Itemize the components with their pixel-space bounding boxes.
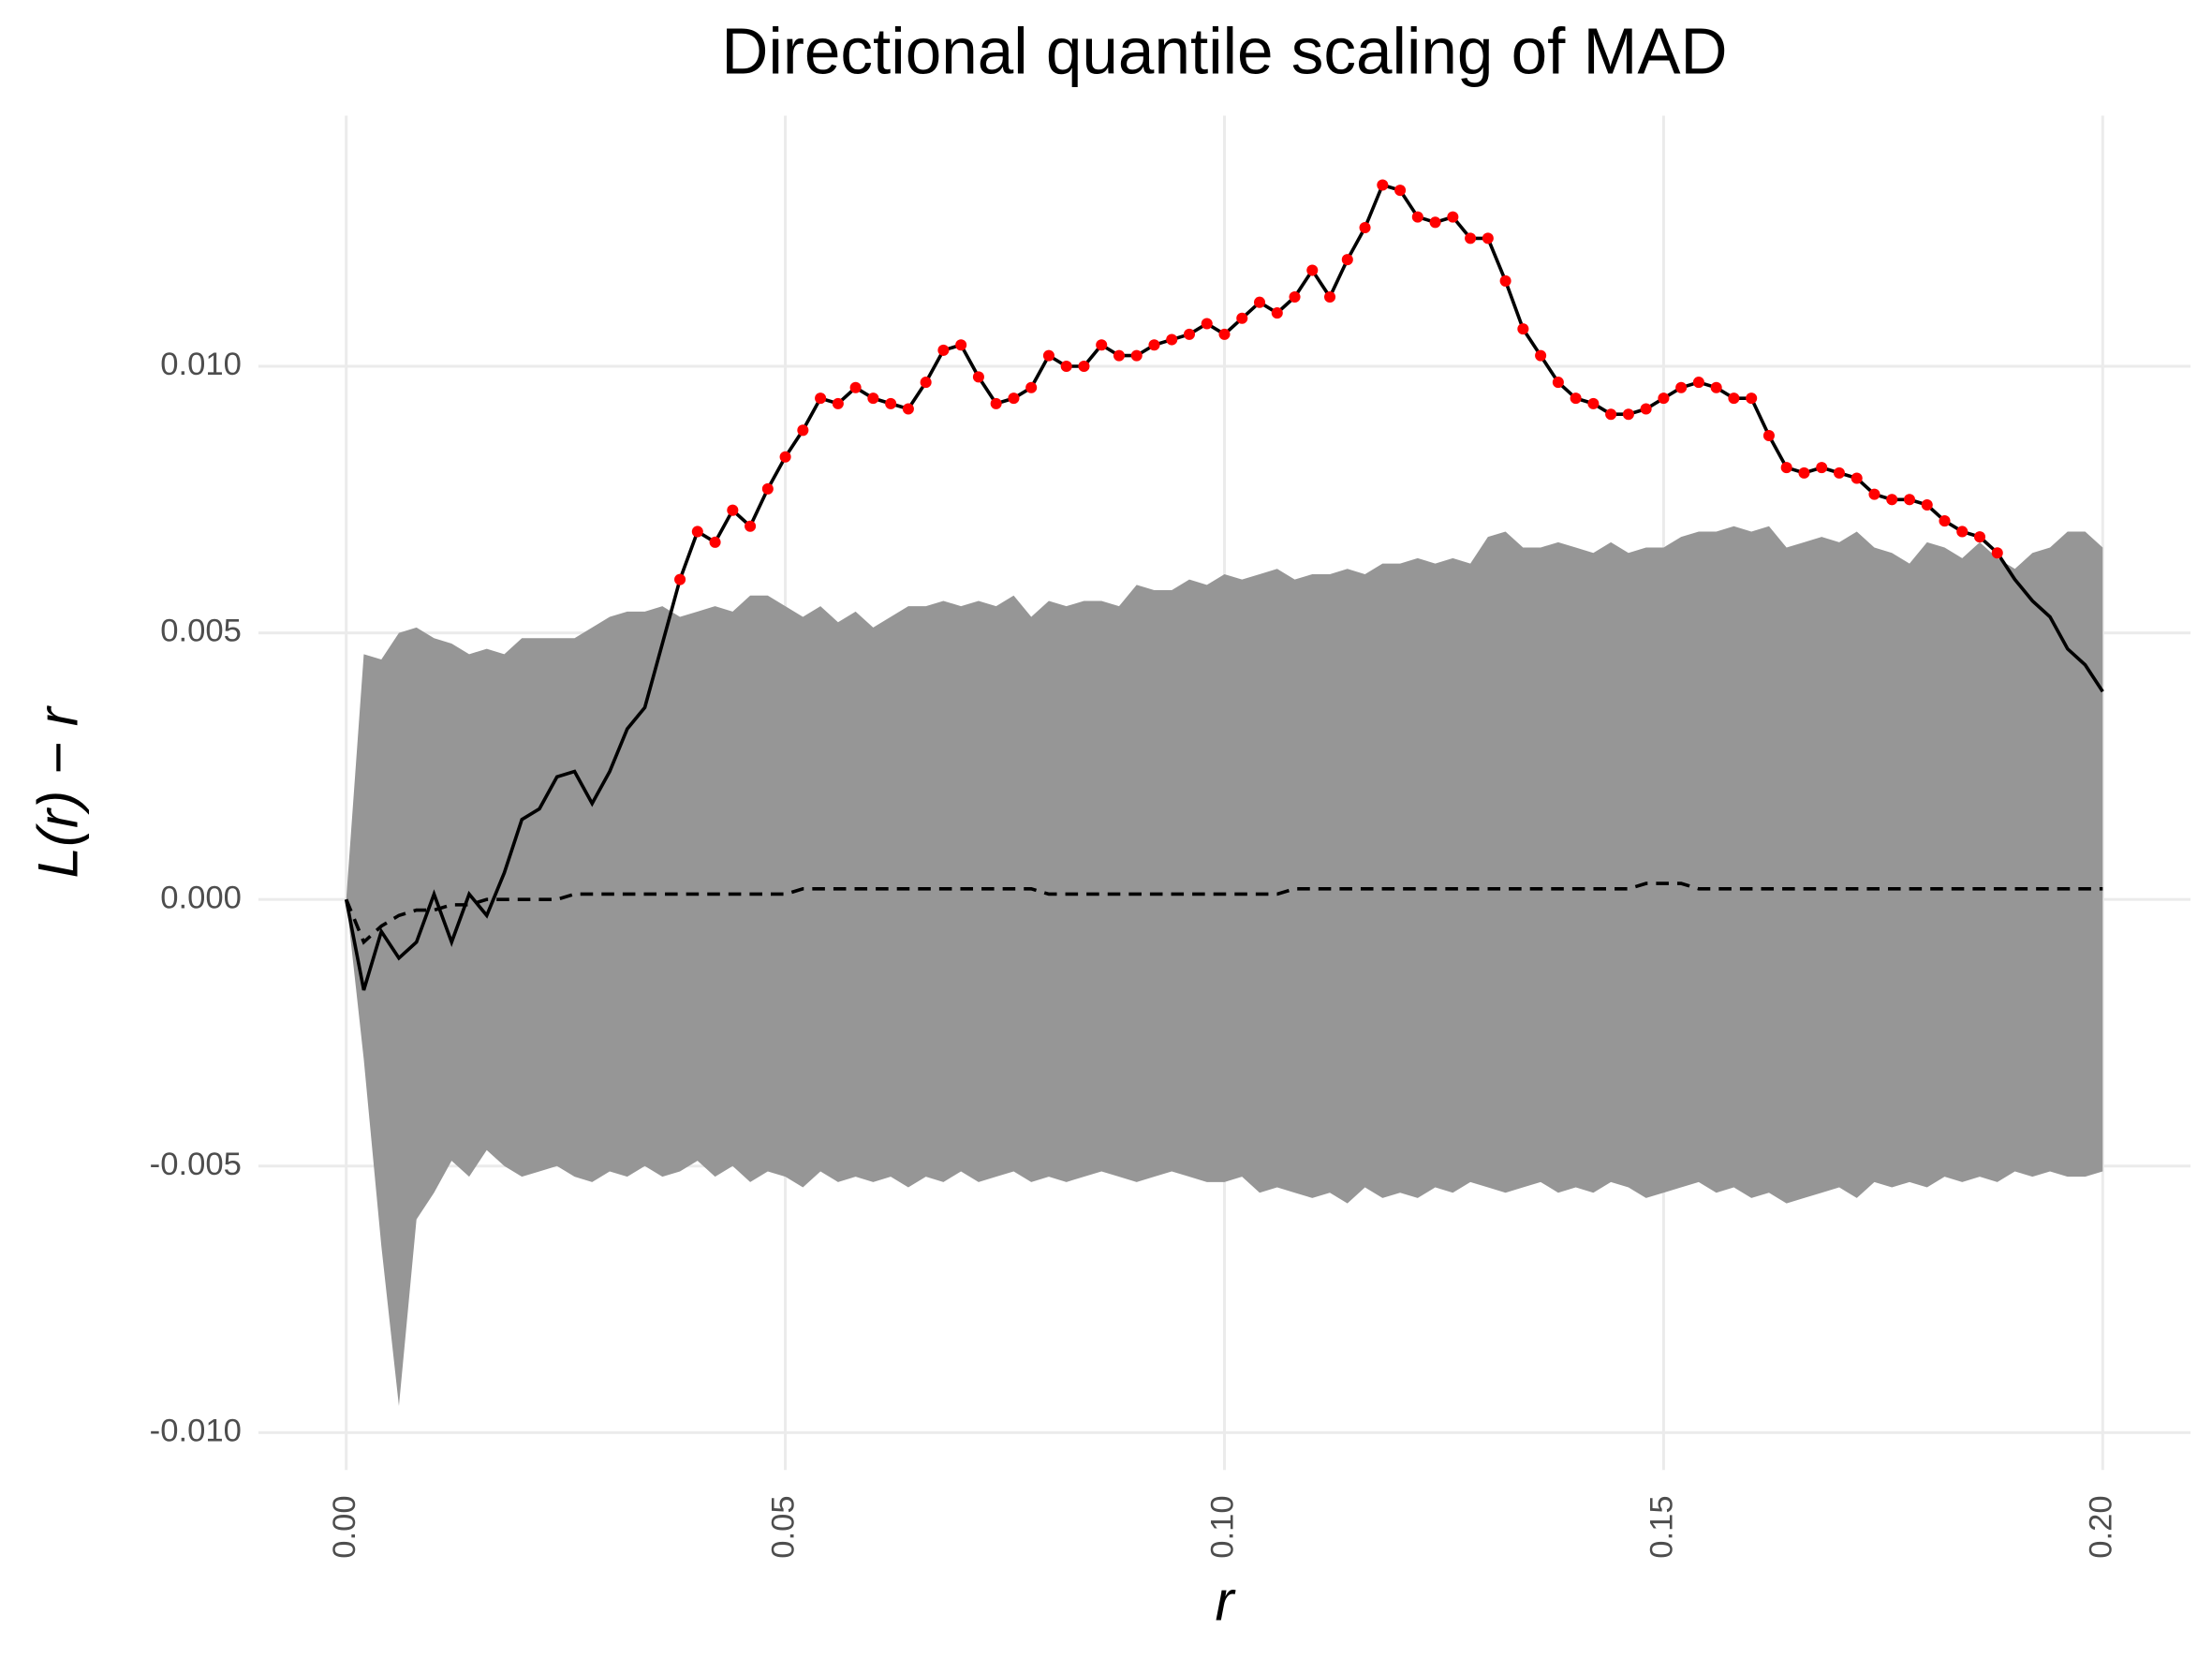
exceedance-point xyxy=(972,371,984,383)
x-axis-label: r xyxy=(1215,1569,1236,1633)
exceedance-point xyxy=(1429,216,1441,229)
exceedance-point xyxy=(832,397,844,409)
chart-title: Directional quantile scaling of MAD xyxy=(721,15,1727,88)
exceedance-point xyxy=(885,397,897,409)
exceedance-point xyxy=(902,403,914,415)
exceedance-point xyxy=(1886,494,1898,506)
exceedance-point xyxy=(1465,232,1477,244)
exceedance-point xyxy=(1042,349,1054,362)
exceedance-point xyxy=(1692,377,1704,389)
exceedance-point xyxy=(1605,408,1617,421)
exceedance-point xyxy=(1060,360,1072,373)
theoretical-line xyxy=(345,881,2103,945)
x-tick-label: 0.20 xyxy=(2083,1495,2118,1558)
exceedance-point xyxy=(1762,429,1775,442)
exceedance-point xyxy=(797,424,809,437)
exceedance-point xyxy=(1201,318,1213,330)
exceedance-point xyxy=(990,397,1002,409)
exceedance-point xyxy=(1798,467,1810,479)
exceedance-point xyxy=(1956,526,1969,538)
exceedance-point xyxy=(1236,312,1248,324)
exceedance-point xyxy=(1535,349,1547,362)
exceedance-point xyxy=(1622,408,1634,421)
exceedance-point xyxy=(1939,515,1951,527)
exceedance-point xyxy=(674,573,686,585)
envelope-area xyxy=(346,526,2103,1406)
exceedance-point xyxy=(779,451,791,463)
y-axis-label: L(r) − r xyxy=(26,704,90,878)
exceedance-point xyxy=(1728,393,1740,405)
exceedance-point xyxy=(1411,211,1423,223)
exceedance-point xyxy=(1096,339,1108,351)
exceedance-point xyxy=(1675,381,1688,393)
exceedance-point xyxy=(1148,339,1160,351)
exceedance-point xyxy=(1868,488,1880,500)
exceedance-point xyxy=(1166,333,1178,346)
exceedance-point xyxy=(1289,290,1301,304)
exceedance-point xyxy=(761,482,774,495)
exceedance-point xyxy=(1640,403,1652,415)
y-tick-label: 0.005 xyxy=(160,614,242,649)
exceedance-point xyxy=(1359,221,1371,234)
exceedance-point xyxy=(1780,462,1792,474)
exceedance-point xyxy=(1253,296,1266,308)
exceedance-point xyxy=(1306,264,1319,276)
x-tick-label: 0.05 xyxy=(766,1495,802,1558)
exceedance-point xyxy=(955,339,967,351)
exceedance-point xyxy=(1183,328,1196,340)
exceedance-point xyxy=(937,344,950,356)
y-tick-label: 0.010 xyxy=(160,347,242,382)
exceedance-point xyxy=(1658,393,1670,405)
exceedance-point xyxy=(1482,232,1494,244)
exceedance-point xyxy=(1816,462,1828,474)
x-tick-label: 0.15 xyxy=(1644,1495,1680,1558)
exceedance-point xyxy=(709,536,721,548)
y-tick-label: -0.005 xyxy=(150,1147,242,1182)
exceedance-point xyxy=(745,520,757,532)
exceedance-point xyxy=(1746,393,1758,405)
exceedance-point xyxy=(1271,307,1283,319)
exceedance-point xyxy=(1078,360,1090,373)
exceedance-point xyxy=(1447,211,1459,223)
exceedance-point xyxy=(920,377,932,389)
exceedance-point xyxy=(1341,254,1353,266)
exceedance-point xyxy=(1851,472,1863,484)
exceedance-point xyxy=(1921,498,1933,511)
exceedance-point xyxy=(815,393,827,405)
exceedance-point xyxy=(1008,393,1020,405)
x-tick-label: 0.10 xyxy=(1205,1495,1241,1558)
y-tick-label: -0.010 xyxy=(150,1414,242,1449)
exceedance-point xyxy=(1710,381,1722,393)
exceedance-point xyxy=(1324,290,1336,304)
exceedance-point xyxy=(1499,274,1512,287)
exceedance-point xyxy=(867,393,879,405)
exceedance-point xyxy=(1025,381,1038,393)
exceedance-point xyxy=(1394,185,1407,197)
y-tick-label: 0.000 xyxy=(160,880,242,915)
exceedance-point xyxy=(1130,349,1143,362)
exceedance-point xyxy=(727,504,739,516)
exceedance-point xyxy=(1552,377,1564,389)
exceedance-point xyxy=(849,381,862,393)
exceedance-point xyxy=(1973,531,1986,543)
exceedance-point xyxy=(691,526,703,538)
exceedance-point xyxy=(1113,349,1125,362)
exceedance-point xyxy=(1903,494,1916,506)
exceedance-point xyxy=(1218,328,1231,340)
exceedance-point xyxy=(1833,467,1845,479)
exceedance-point xyxy=(1377,179,1389,191)
exceedance-point xyxy=(1517,323,1529,335)
exceedance-point xyxy=(1991,547,2003,559)
exceedance-point xyxy=(1570,393,1582,405)
x-tick-label: 0.00 xyxy=(327,1495,362,1558)
exceedance-point xyxy=(1587,397,1600,409)
